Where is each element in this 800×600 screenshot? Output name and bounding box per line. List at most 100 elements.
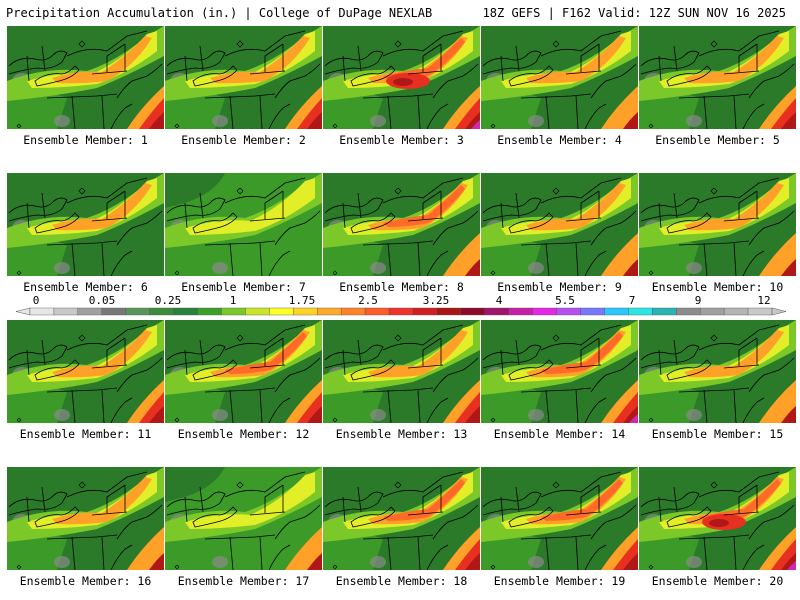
ensemble-map-panel (165, 26, 322, 129)
ensemble-map-panel (481, 26, 638, 129)
precip-map (481, 173, 638, 276)
legend-color-swatch (652, 307, 677, 316)
legend-color-swatch (221, 307, 246, 316)
legend-color-swatch (173, 307, 198, 316)
legend-tick-label: 12 (757, 294, 771, 307)
precip-map (7, 26, 164, 129)
ensemble-map-panel (7, 173, 164, 276)
legend-color-swatch (53, 307, 79, 316)
legend-tick-label: 9 (694, 294, 702, 307)
ensemble-map-panel (7, 467, 164, 570)
legend-color-swatch (388, 307, 414, 316)
legend-color-swatch (29, 307, 55, 316)
ensemble-member-caption: Ensemble Member: 20 (651, 574, 784, 588)
ensemble-map-panel (639, 467, 796, 570)
ensemble-member-caption: Ensemble Member: 10 (651, 280, 784, 294)
legend-color-swatch (293, 307, 318, 316)
legend-color-swatch (197, 307, 222, 316)
precip-map (323, 320, 480, 423)
ensemble-map-panel (323, 26, 480, 129)
ensemble-map-panel (639, 320, 796, 423)
precip-map (7, 320, 164, 423)
ensemble-member-caption: Ensemble Member: 9 (497, 280, 622, 294)
legend-color-swatch (628, 307, 653, 316)
ensemble-member-caption: Ensemble Member: 3 (339, 133, 464, 147)
legend-arrow-left (15, 307, 31, 316)
legend-tick-label: 1.75 (288, 294, 316, 307)
precip-map (323, 26, 480, 129)
legend-tick-label: 0.25 (154, 294, 182, 307)
ensemble-member-caption: Ensemble Member: 14 (493, 427, 626, 441)
legend-color-swatch (412, 307, 438, 316)
ensemble-map-panel (7, 320, 164, 423)
legend-color-swatch (747, 307, 773, 316)
legend-color-swatch (436, 307, 462, 316)
legend-color-swatch (484, 307, 509, 316)
ensemble-member-caption: Ensemble Member: 13 (335, 427, 468, 441)
legend-tick-label: 1 (229, 294, 237, 307)
legend-color-swatch (317, 307, 342, 316)
precip-map (165, 26, 322, 129)
legend-tick-label: 5.5 (555, 294, 575, 307)
precip-map (7, 173, 164, 276)
legend-tick-label: 2.5 (358, 294, 378, 307)
legend-color-swatch (269, 307, 294, 316)
ensemble-member-caption: Ensemble Member: 4 (497, 133, 622, 147)
precip-map (165, 173, 322, 276)
legend-color-swatch (77, 307, 103, 316)
legend-tick-label: 0 (32, 294, 40, 307)
ensemble-map-panel (323, 467, 480, 570)
ensemble-member-caption: Ensemble Member: 15 (651, 427, 784, 441)
precip-map (639, 173, 796, 276)
ensemble-map-panel (639, 173, 796, 276)
ensemble-member-caption: Ensemble Member: 2 (181, 133, 306, 147)
legend-color-swatch (508, 307, 533, 316)
ensemble-member-caption: Ensemble Member: 7 (181, 280, 306, 294)
legend-color-swatch (532, 307, 557, 316)
legend-tick-label: 7 (628, 294, 636, 307)
map-title: Precipitation Accumulation (in.) | Colle… (6, 6, 433, 20)
precip-map (639, 320, 796, 423)
ensemble-member-caption: Ensemble Member: 11 (19, 427, 152, 441)
legend-color-swatch (245, 307, 270, 316)
ensemble-map-panel (165, 173, 322, 276)
precip-map (165, 467, 322, 570)
ensemble-map-panel (639, 26, 796, 129)
ensemble-member-caption: Ensemble Member: 16 (19, 574, 152, 588)
precip-map (481, 26, 638, 129)
legend-tick-label: 4 (495, 294, 503, 307)
precip-map (639, 467, 796, 570)
ensemble-member-caption: Ensemble Member: 1 (23, 133, 148, 147)
legend-tick-label: 0.05 (88, 294, 116, 307)
precip-map (323, 173, 480, 276)
legend-color-swatch (676, 307, 701, 316)
ensemble-map-panel (481, 173, 638, 276)
legend-color-swatch (364, 307, 390, 316)
legend-color-swatch (460, 307, 485, 316)
precipitation-legend: 0 0.05 0.25 1 1.75 2.5 3.25 4 5.5 7 9 12 (12, 294, 790, 322)
ensemble-member-caption: Ensemble Member: 8 (339, 280, 464, 294)
precip-map (323, 467, 480, 570)
ensemble-map-panel (481, 320, 638, 423)
ensemble-map-panel (481, 467, 638, 570)
ensemble-member-caption: Ensemble Member: 17 (177, 574, 310, 588)
ensemble-map-panel (7, 26, 164, 129)
legend-color-swatch (340, 307, 366, 316)
ensemble-member-caption: Ensemble Member: 19 (493, 574, 626, 588)
legend-color-swatch (604, 307, 629, 316)
legend-color-swatch (101, 307, 126, 316)
legend-color-swatch (125, 307, 150, 316)
legend-color-swatch (723, 307, 749, 316)
legend-color-swatch (149, 307, 174, 316)
ensemble-map-panel (165, 467, 322, 570)
ensemble-member-caption: Ensemble Member: 18 (335, 574, 468, 588)
ensemble-member-caption: Ensemble Member: 5 (655, 133, 780, 147)
ensemble-member-caption: Ensemble Member: 6 (23, 280, 148, 294)
precip-map (7, 467, 164, 570)
ensemble-map-panel (323, 320, 480, 423)
precip-map (481, 320, 638, 423)
ensemble-map-panel (323, 173, 480, 276)
precip-map (481, 467, 638, 570)
model-valid-time: 18Z GEFS | F162 Valid: 12Z SUN NOV 16 20… (482, 6, 786, 20)
legend-color-swatch (699, 307, 725, 316)
